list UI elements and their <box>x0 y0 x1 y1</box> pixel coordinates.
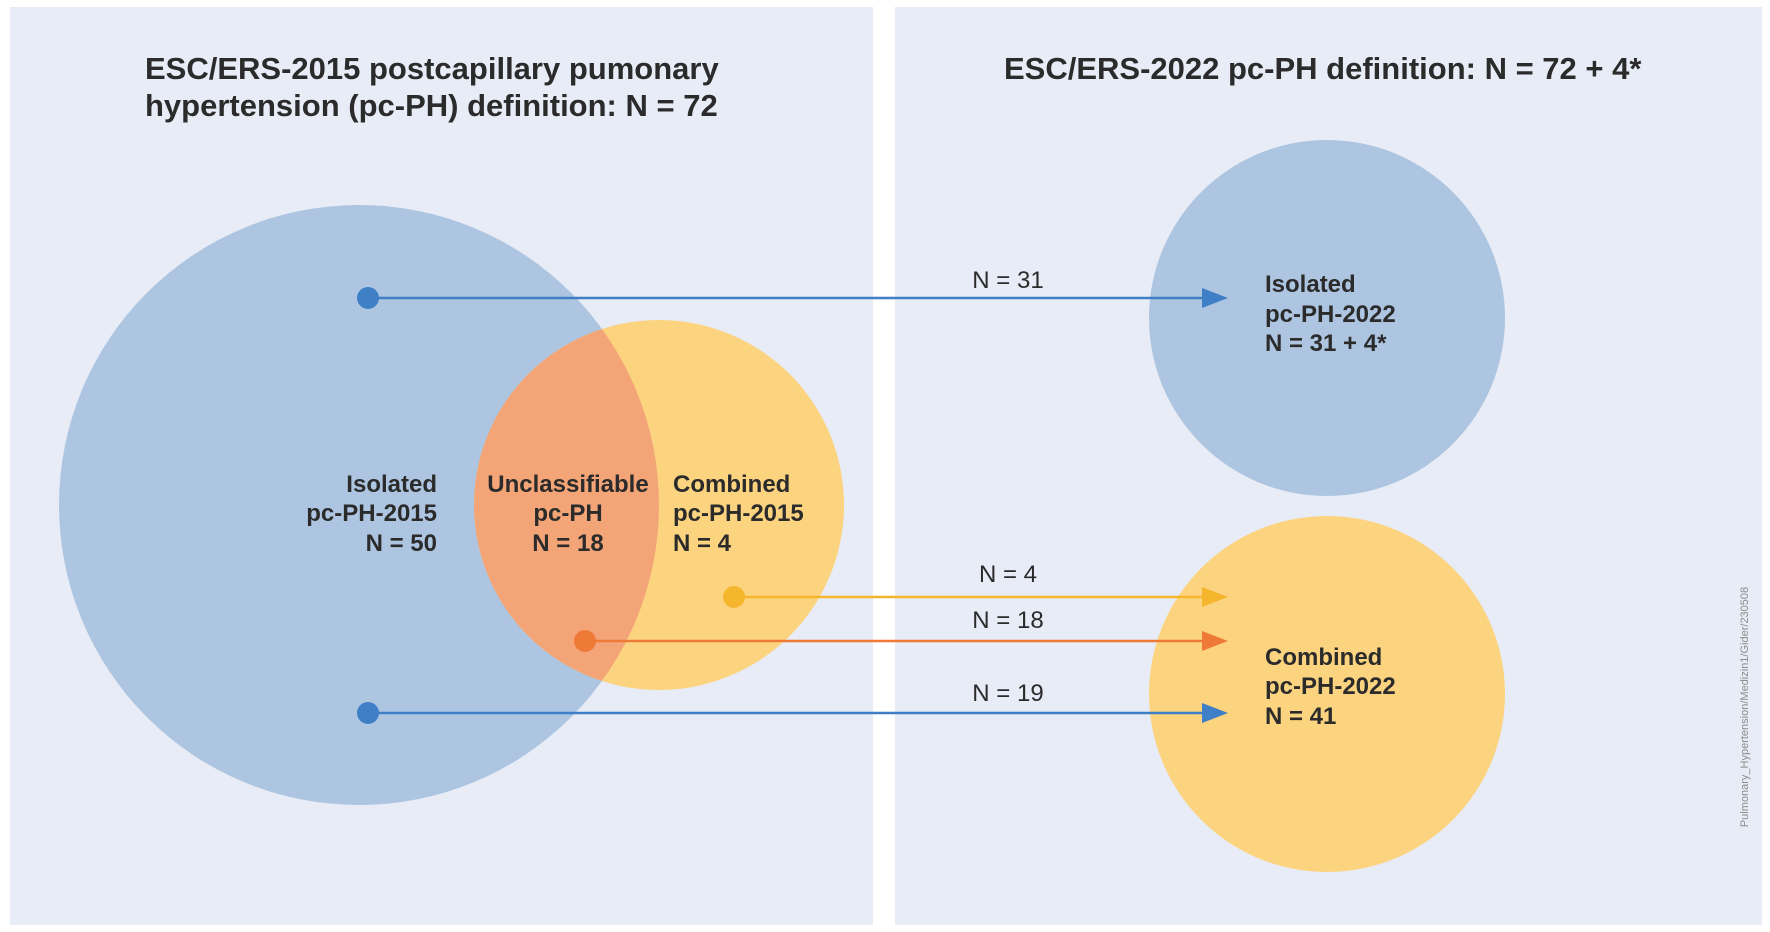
unclassifiable-name: Unclassifiable <box>487 471 648 498</box>
flow-label-n19: N = 19 <box>972 680 1043 707</box>
isolated-2022-name2: pc-PH-2022 <box>1265 301 1396 328</box>
flow-label-n4: N = 4 <box>979 561 1037 588</box>
unclassifiable-label: Unclassifiable pc-PH N = 18 <box>487 471 648 557</box>
title-2015-line2: hypertension (pc-PH) definition: N = 72 <box>145 88 718 123</box>
flow-isolated-to-combined: N = 19 <box>357 680 1228 724</box>
title-2015-line1: ESC/ERS-2015 postcapillary pumonary <box>145 51 719 86</box>
isolated-2015-count: N = 50 <box>366 530 437 557</box>
isolated-2022-circle <box>1149 140 1505 496</box>
unclassifiable-name2: pc-PH <box>533 500 602 527</box>
isolated-2022-label: Isolated pc-PH-2022 N = 31 + 4* <box>1265 271 1396 357</box>
flow-label-n18: N = 18 <box>972 607 1043 634</box>
flow-origin-dot <box>723 586 745 608</box>
flow-unclassifiable-to-combined: N = 18 <box>574 607 1228 652</box>
unclassifiable-overlap <box>474 320 659 690</box>
flow-origin-dot <box>574 630 596 652</box>
combined-2015-count: N = 4 <box>673 530 732 557</box>
isolated-2015-label: Isolated pc-PH-2015 N = 50 <box>306 471 437 557</box>
isolated-2015-name: Isolated <box>346 471 437 498</box>
unclassifiable-count: N = 18 <box>532 530 603 557</box>
isolated-2022-count: N = 31 + 4* <box>1265 330 1387 357</box>
credit-text: Pulmonary_Hypertension/Medizin1/Gider/23… <box>1739 587 1751 827</box>
combined-2022-circle <box>1149 516 1505 872</box>
flow-origin-dot <box>357 287 379 309</box>
isolated-2015-circle <box>59 205 659 805</box>
flow-isolated-to-isolated: N = 31 <box>357 267 1228 309</box>
flow-label-n31: N = 31 <box>972 267 1043 294</box>
isolated-2015-name2: pc-PH-2015 <box>306 500 437 527</box>
combined-2022-name2: pc-PH-2022 <box>1265 673 1396 700</box>
combined-2015-name2: pc-PH-2015 <box>673 500 804 527</box>
combined-2015-name: Combined <box>673 471 790 498</box>
combined-2022-name: Combined <box>1265 644 1382 671</box>
combined-2015-label: Combined pc-PH-2015 N = 4 <box>673 471 804 557</box>
combined-2022-label: Combined pc-PH-2022 N = 41 <box>1265 644 1396 730</box>
flow-origin-dot <box>357 702 379 724</box>
title-2015: ESC/ERS-2015 postcapillary pumonary hype… <box>145 50 845 124</box>
combined-2022-count: N = 41 <box>1265 703 1336 730</box>
flow-combined-to-combined: N = 4 <box>723 561 1228 608</box>
title-2022: ESC/ERS-2022 pc-PH definition: N = 72 + … <box>1004 51 1642 86</box>
isolated-2022-name: Isolated <box>1265 271 1356 298</box>
